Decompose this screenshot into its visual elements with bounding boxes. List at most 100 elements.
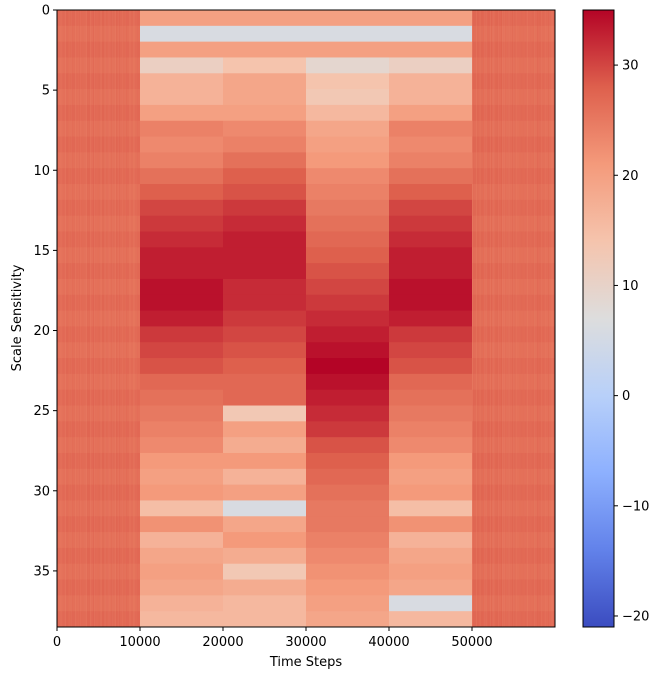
heatmap-cell <box>223 342 307 359</box>
heatmap-cell <box>223 41 307 58</box>
heatmap-streak <box>112 10 114 627</box>
heatmap-cell <box>389 215 473 232</box>
heatmap-cell <box>140 184 224 201</box>
heatmap-cell <box>223 10 307 27</box>
heatmap-cell <box>306 389 390 407</box>
heatmap-cell <box>389 152 473 169</box>
heatmap-cell <box>223 215 307 232</box>
heatmap-streak <box>91 10 93 627</box>
heatmap-cell <box>306 437 390 454</box>
heatmap-cell <box>389 468 473 486</box>
heatmap-cell <box>306 263 390 280</box>
heatmap-cell <box>389 405 473 422</box>
heatmap-streak <box>496 10 498 627</box>
heatmap-cell <box>223 152 307 169</box>
heatmap-cell <box>306 278 390 296</box>
heatmap-cell <box>223 579 307 596</box>
heatmap-cell <box>140 389 224 407</box>
heatmap-streak <box>476 10 477 627</box>
heatmap-streak <box>70 10 72 627</box>
heatmap-cell <box>140 373 224 391</box>
heatmap-cell <box>223 421 307 438</box>
heatmap-cell <box>223 104 307 122</box>
heatmap-cell <box>306 73 390 90</box>
heatmap-streak <box>77 10 79 627</box>
heatmap-cell <box>140 89 224 106</box>
heatmap-cell <box>389 120 473 138</box>
heatmap-cell <box>306 500 390 517</box>
heatmap-streak <box>512 10 513 627</box>
heatmap-streak <box>84 10 86 627</box>
heatmap-cell <box>223 263 307 280</box>
heatmap-cell <box>306 310 390 327</box>
heatmap-cell <box>223 247 307 264</box>
heatmap-cell <box>306 120 390 138</box>
y-tick-label: 20 <box>33 324 50 339</box>
colorbar <box>582 9 615 628</box>
heatmap-cell <box>389 579 473 596</box>
heatmap-streak <box>99 10 101 627</box>
heatmap-cell <box>140 595 224 612</box>
heatmap-cell <box>389 310 473 327</box>
heatmap-cell <box>306 247 390 264</box>
heatmap-cell <box>223 120 307 138</box>
heatmap-streak <box>69 10 71 627</box>
heatmap-cell <box>306 25 390 43</box>
heatmap-streak <box>473 10 475 627</box>
heatmap-streak <box>120 10 122 627</box>
colorbar-ticks: −20 −10 0 10 20 30 <box>614 59 649 624</box>
heatmap-cell <box>389 41 473 58</box>
heatmap-cell <box>306 342 390 359</box>
heatmap-streak <box>519 10 520 627</box>
heatmap-cell <box>140 358 224 375</box>
heatmap-streak <box>135 10 137 627</box>
y-tick-label: 35 <box>33 564 50 579</box>
heatmap-streak <box>80 10 82 627</box>
heatmap-cell <box>223 231 307 248</box>
heatmap-streak <box>527 10 529 627</box>
heatmap-cell <box>306 104 390 122</box>
heatmap-cell <box>140 547 224 565</box>
heatmap-streak <box>545 10 547 627</box>
heatmap-streak <box>134 10 136 627</box>
heatmap-cell <box>140 120 224 138</box>
heatmap-cell <box>140 199 224 217</box>
heatmap-cell <box>306 405 390 422</box>
y-axis-ticks: 0 5 10 15 20 25 30 35 <box>33 4 57 579</box>
heatmap-streak <box>552 10 553 627</box>
heatmap-cell <box>140 532 224 549</box>
heatmap-streak <box>87 10 89 627</box>
heatmap-cell <box>223 358 307 375</box>
heatmap-streak <box>106 10 108 627</box>
heatmap-cell <box>306 611 390 627</box>
heatmap-streak <box>491 10 493 627</box>
heatmap-streak <box>499 10 501 627</box>
heatmap-cell <box>223 73 307 90</box>
heatmap-cell <box>306 215 390 232</box>
heatmap-streak <box>61 10 62 627</box>
heatmap-cell <box>223 168 307 185</box>
heatmap-cell <box>140 168 224 185</box>
heatmap-cells <box>57 10 555 627</box>
heatmap-streak <box>488 10 490 627</box>
heatmap-streak <box>472 10 473 627</box>
heatmap-streak <box>58 10 60 627</box>
heatmap-streak <box>83 10 84 627</box>
y-axis-label: Scale Sensitivity <box>10 264 25 371</box>
x-tick-label: 40000 <box>368 635 409 650</box>
heatmap-streak <box>498 10 499 627</box>
heatmap-streak <box>128 10 130 627</box>
heatmap-cell <box>389 373 473 391</box>
heatmap-cell <box>223 184 307 201</box>
x-axis-ticks: 0 10000 20000 30000 40000 50000 <box>53 627 493 650</box>
heatmap-streak <box>549 10 551 627</box>
heatmap-cell <box>223 405 307 422</box>
heatmap-cell <box>389 516 473 533</box>
heatmap-cell <box>306 136 390 153</box>
heatmap-streak <box>538 10 540 627</box>
heatmap-cell <box>389 452 473 470</box>
heatmap-streak <box>492 10 494 627</box>
heatmap-cell <box>140 136 224 153</box>
heatmap-cell <box>306 326 390 343</box>
heatmap-cell <box>223 373 307 391</box>
